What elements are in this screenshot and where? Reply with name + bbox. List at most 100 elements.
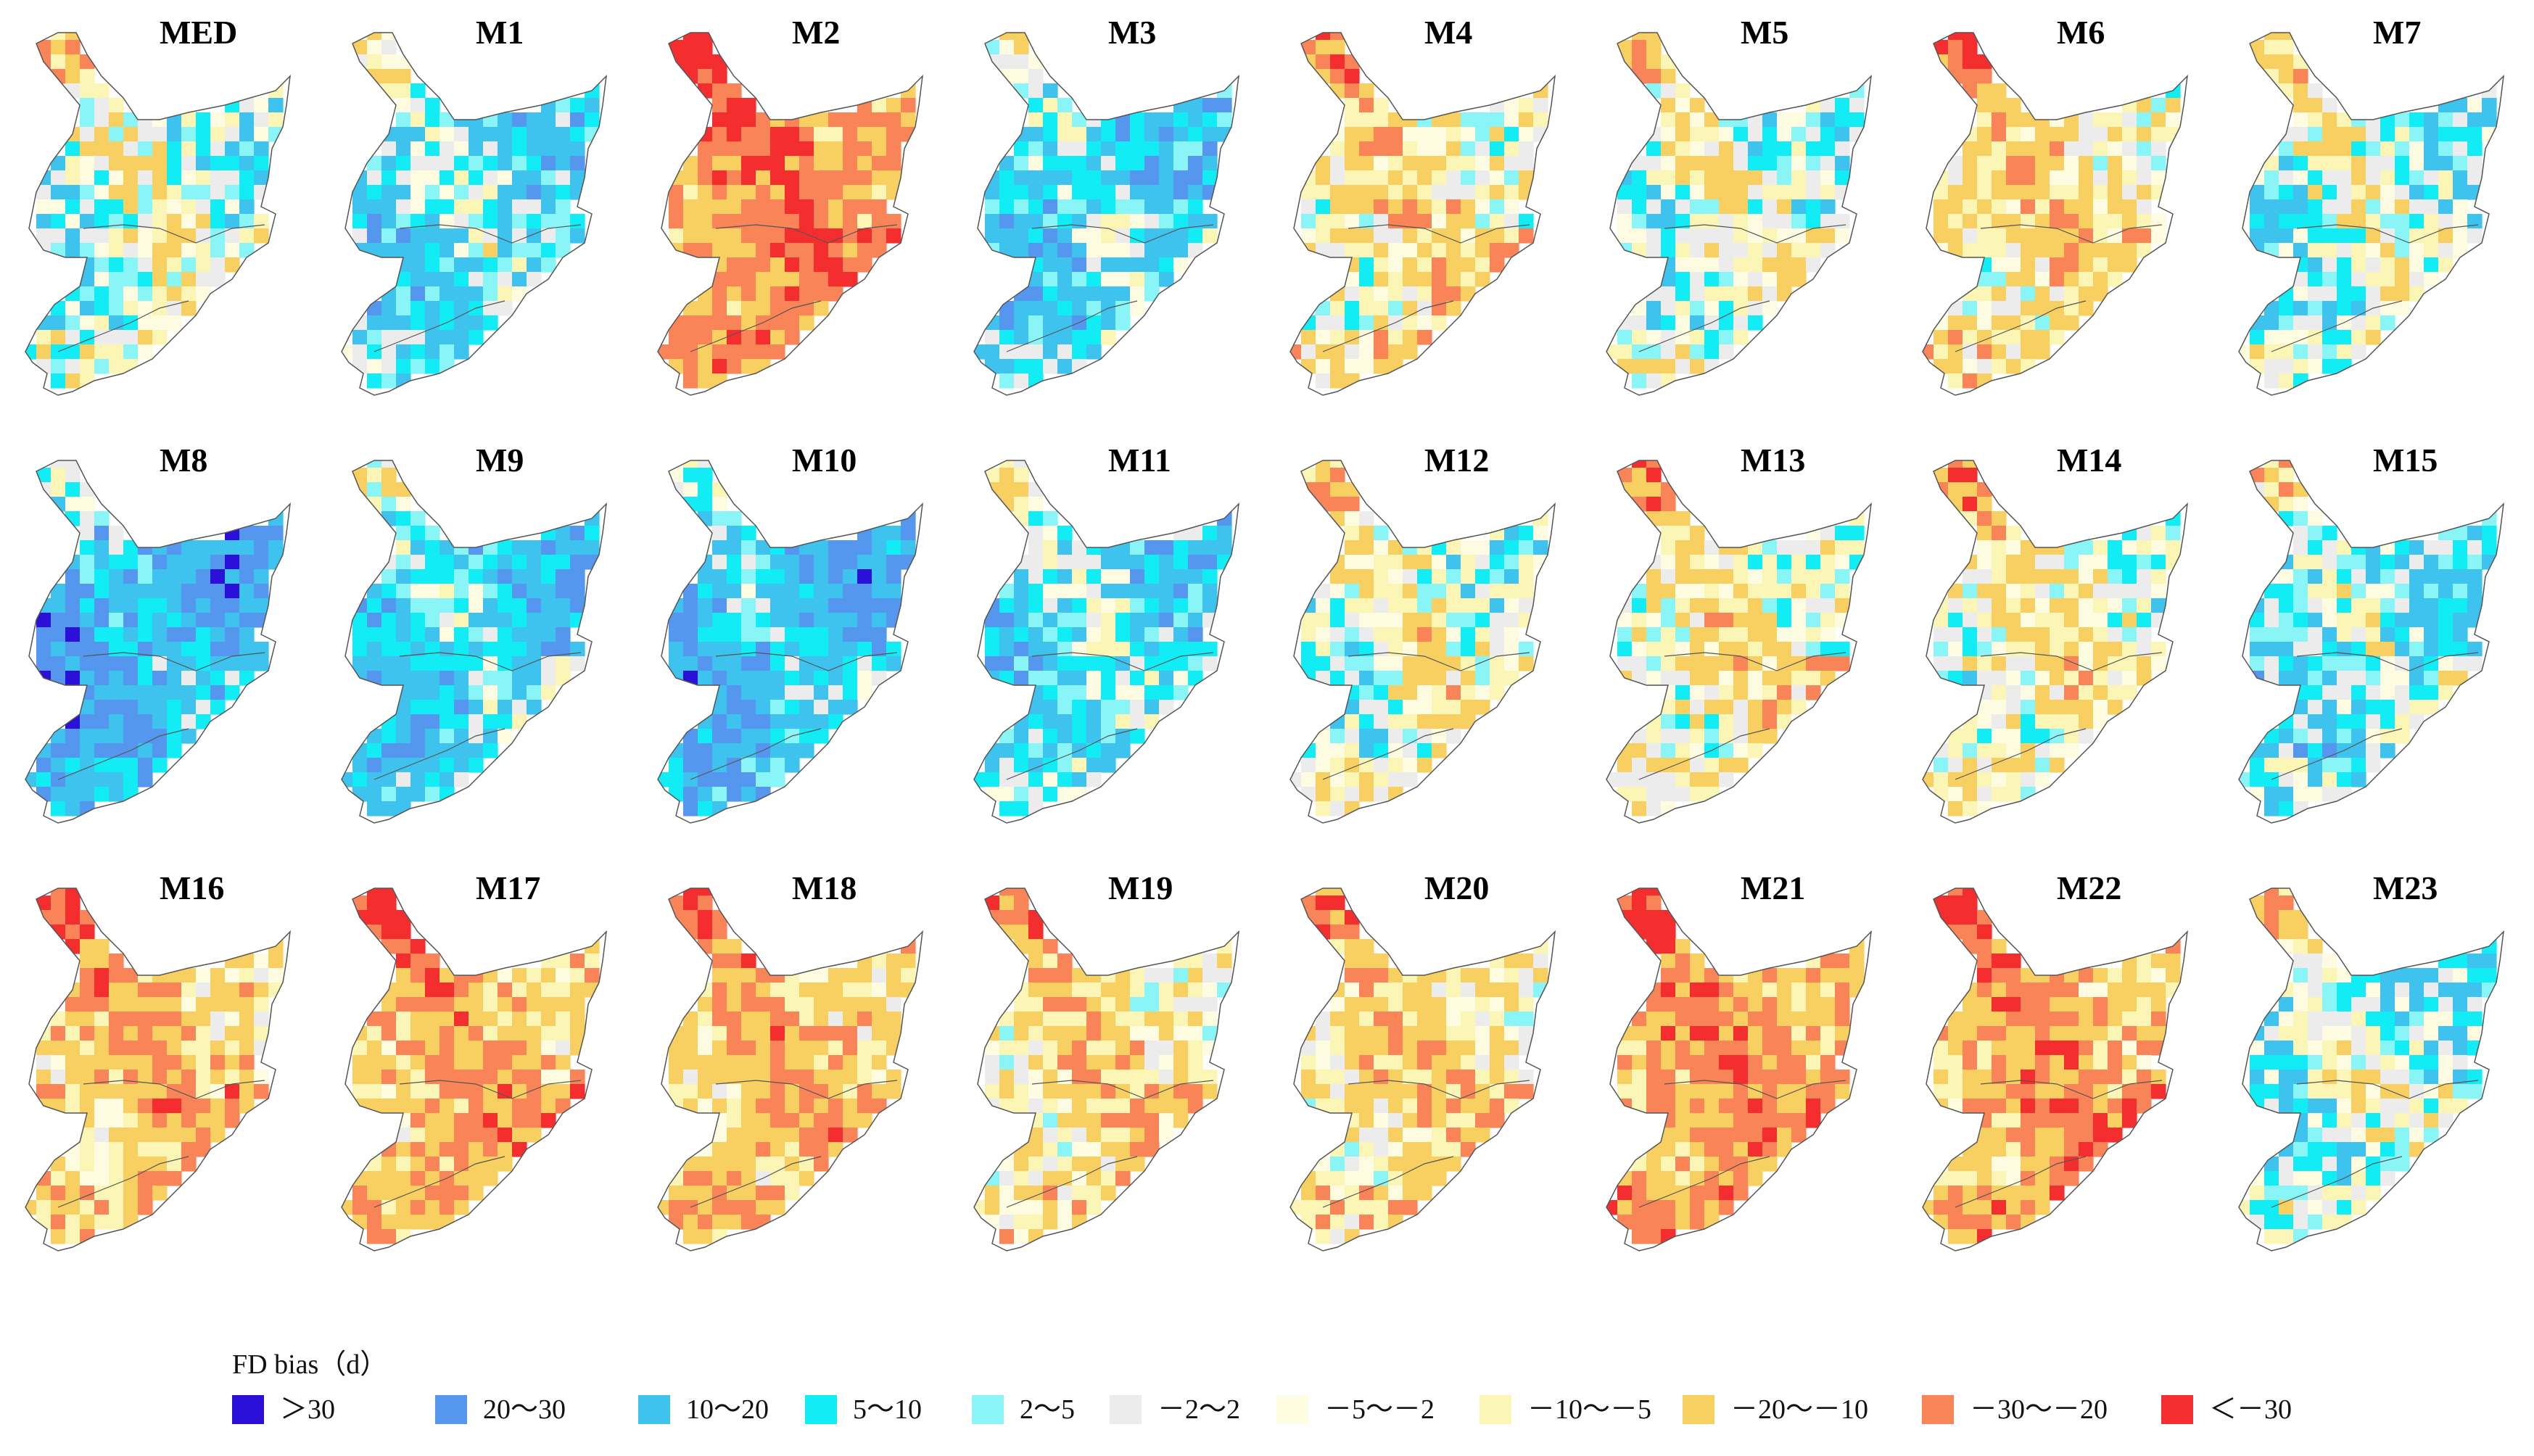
bias-cell <box>1948 801 1963 816</box>
bias-cell <box>570 112 585 128</box>
bias-cell <box>410 214 426 229</box>
bias-cell <box>1028 772 1044 787</box>
bias-cell <box>756 787 771 802</box>
bias-cell <box>352 1070 368 1085</box>
bias-cell <box>741 1026 756 1041</box>
bias-cell <box>1057 330 1073 345</box>
bias-cell <box>1144 170 1160 186</box>
bias-cell <box>181 569 197 584</box>
bias-cell <box>167 997 182 1012</box>
bias-cell <box>152 1084 168 1099</box>
bias-cell <box>425 685 440 700</box>
bias-cell <box>1028 214 1044 229</box>
bias-cell <box>799 141 814 157</box>
bias-cell <box>1490 555 1505 570</box>
bias-cell <box>669 627 684 642</box>
bias-cell <box>2035 598 2050 613</box>
bias-cell <box>872 1070 887 1085</box>
bias-cell <box>410 1215 426 1230</box>
bias-cell <box>1690 301 1705 316</box>
bias-cell <box>1028 286 1044 302</box>
bias-cell <box>1646 69 1662 84</box>
bias-cell <box>799 1113 814 1128</box>
bias-map <box>657 888 924 1252</box>
bias-cell <box>2006 243 2021 258</box>
bias-cell <box>80 772 95 787</box>
bias-cell <box>2108 656 2123 671</box>
bias-cell <box>1690 772 1705 787</box>
bias-cell <box>1806 642 1821 657</box>
region-outline <box>25 888 292 1252</box>
bias-cell <box>756 1084 771 1099</box>
bias-cell <box>2424 228 2439 244</box>
bias-cell <box>1661 228 1676 244</box>
bias-cell <box>1159 569 1174 584</box>
panel-title: M12 <box>1424 442 1490 479</box>
bias-cell <box>1403 330 1418 345</box>
bias-cell <box>94 127 110 142</box>
bias-cell <box>1748 642 1763 657</box>
bias-cell <box>239 127 255 142</box>
bias-cell <box>2337 156 2352 171</box>
bias-cell <box>2467 656 2483 671</box>
bias-cell <box>2151 156 2166 171</box>
bias-cell <box>138 642 153 657</box>
bias-cell <box>541 954 556 969</box>
bias-cell <box>51 584 66 599</box>
bias-cell <box>1948 199 1963 215</box>
bias-cell <box>2308 257 2323 273</box>
map-panel: MED <box>15 11 326 439</box>
bias-cell <box>2293 598 2308 613</box>
bias-cell <box>541 1026 556 1041</box>
bias-cell <box>152 584 168 599</box>
bias-cell <box>999 743 1015 758</box>
bias-cell <box>756 1055 771 1070</box>
bias-cell <box>1446 286 1461 302</box>
bias-cell <box>1963 243 1978 258</box>
bias-cell <box>785 170 800 186</box>
bias-cell <box>1188 656 1203 671</box>
bias-cell <box>2337 714 2352 729</box>
bias-cell <box>2021 555 2036 570</box>
bias-cell <box>1475 627 1490 642</box>
bias-cell <box>1014 359 1029 374</box>
bias-cell <box>886 569 901 584</box>
bias-cell <box>1417 714 1432 729</box>
bias-cell <box>1675 127 1691 142</box>
bias-cell <box>123 1186 139 1201</box>
bias-cell <box>2279 69 2294 84</box>
bias-cell <box>727 1186 742 1201</box>
bias-cell <box>51 359 66 374</box>
bias-cell <box>239 1041 255 1056</box>
bias-cell <box>1690 170 1705 186</box>
bias-cell <box>1159 642 1174 657</box>
bias-cell <box>254 214 269 229</box>
bias-cell <box>799 185 814 200</box>
bias-cell <box>239 185 255 200</box>
bias-cell <box>2279 787 2294 802</box>
bias-cell <box>1359 787 1374 802</box>
bias-cell <box>1704 714 1720 729</box>
bias-cell <box>901 98 916 113</box>
bias-cell <box>799 743 814 758</box>
bias-cell <box>123 199 139 215</box>
bias-cell <box>94 685 110 700</box>
bias-cell <box>1330 714 1345 729</box>
bias-cell <box>712 112 727 128</box>
bias-cell <box>1101 272 1116 287</box>
bias-cell <box>396 330 411 345</box>
bias-cell <box>2438 199 2453 215</box>
bias-cell <box>109 613 124 628</box>
bias-raster <box>658 888 916 1244</box>
bias-cell <box>1043 98 1058 113</box>
bias-cell <box>814 656 829 671</box>
bias-cell <box>512 272 527 287</box>
bias-cell <box>2438 671 2453 686</box>
bias-cell <box>410 540 426 555</box>
bias-cell <box>138 714 153 729</box>
bias-cell <box>1719 714 1734 729</box>
province-boundary <box>1348 224 1530 244</box>
bias-cell <box>1632 787 1647 802</box>
bias-cell <box>1301 656 1316 671</box>
bias-cell <box>2453 642 2468 657</box>
